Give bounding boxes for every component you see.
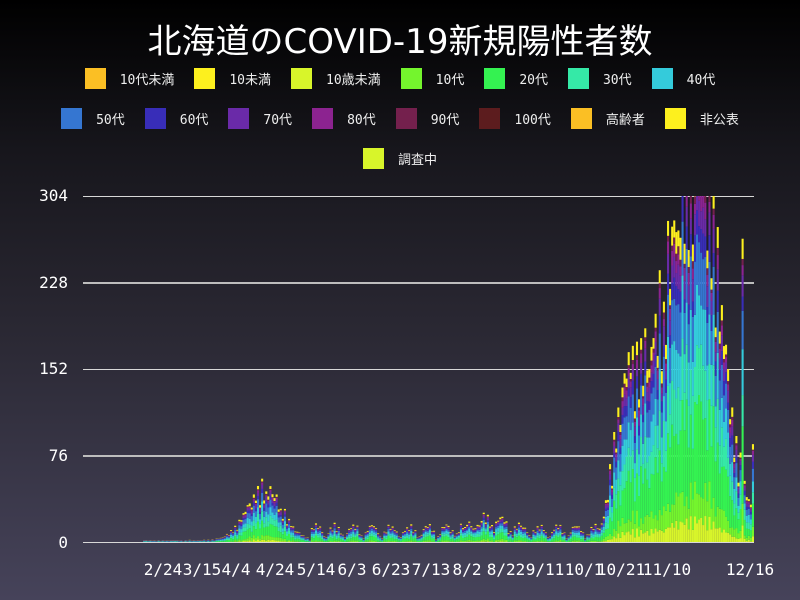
legend-item[interactable]: 70代 <box>228 108 292 129</box>
legend-label: 80代 <box>347 113 376 128</box>
x-tick-label: 12/16 <box>725 560 775 579</box>
legend-item[interactable]: 非公表 <box>664 108 739 129</box>
legend-swatch <box>362 148 384 169</box>
legend-item[interactable]: 60代 <box>144 108 209 129</box>
legend-label: 100代 <box>514 113 551 128</box>
legend-swatch <box>664 108 686 129</box>
y-tick-label: 152 <box>39 359 68 378</box>
legend-swatch <box>651 68 673 89</box>
x-tick-label: 5/14 <box>296 560 336 579</box>
legend-swatch <box>194 68 216 89</box>
x-tick-label: 7/13 <box>411 560 451 579</box>
legend-item[interactable]: 調査中 <box>362 148 437 169</box>
legend-label: 30代 <box>602 73 632 88</box>
legend-item[interactable]: 90代 <box>395 108 460 129</box>
x-tick-label: 9/11 <box>525 560 565 579</box>
legend-label: 40代 <box>686 73 716 88</box>
legend-item[interactable]: 20代 <box>484 68 548 89</box>
legend-label: 調査中 <box>397 153 437 168</box>
legend-item[interactable]: 10代 <box>400 68 465 89</box>
legend-swatch <box>400 68 422 89</box>
y-tick-label: 0 <box>58 533 68 552</box>
x-tick-label: 6/23 <box>371 560 411 579</box>
chart-title: 北海道のCOVID-19新規陽性者数 <box>147 22 653 62</box>
legend-label: 10代未満 <box>119 73 175 88</box>
legend-swatch <box>312 108 334 129</box>
x-tick-label: 8/22 <box>486 560 526 579</box>
legend-swatch <box>291 68 313 89</box>
legend-row-1: 10代未満 10未満 10歳未満 10代 20代 30代 40代 <box>0 68 800 89</box>
y-tick-label: 228 <box>39 273 68 292</box>
legend-label: 非公表 <box>699 113 739 128</box>
x-axis-baseline <box>83 542 754 543</box>
x-tick-label: 10/21 <box>596 560 646 579</box>
legend-swatch <box>567 68 589 89</box>
y-tick-label: 304 <box>39 186 68 205</box>
legend-swatch <box>61 108 83 129</box>
gridline <box>83 196 754 197</box>
x-tick-label: 3/15 <box>182 560 222 579</box>
x-tick-label: 11/10 <box>642 560 692 579</box>
legend-item[interactable]: 80代 <box>312 108 376 129</box>
legend-label: 60代 <box>179 113 209 128</box>
gridline <box>83 369 754 370</box>
stacked-bar-plot <box>143 196 754 543</box>
legend-label: 10代 <box>435 73 465 88</box>
legend-swatch <box>84 68 106 89</box>
legend-label: 高齢者 <box>605 113 645 128</box>
legend-swatch <box>228 108 250 129</box>
legend-swatch <box>395 108 417 129</box>
legend-row-2: 50代 60代 70代 80代 90代 100代 高齢者 非公表 <box>0 108 800 129</box>
legend-item[interactable]: 高齢者 <box>570 108 645 129</box>
legend-label: 10歳未満 <box>326 73 381 88</box>
x-tick-label: 2/24 <box>143 560 183 579</box>
legend-item[interactable]: 10未満 <box>194 68 271 89</box>
legend-label: 10未満 <box>229 73 272 88</box>
legend-item[interactable]: 30代 <box>567 68 632 89</box>
legend-swatch <box>484 68 506 89</box>
legend-label: 70代 <box>263 113 293 128</box>
gridline <box>83 455 754 457</box>
legend-item[interactable]: 40代 <box>651 68 716 89</box>
x-tick-label: 4/24 <box>255 560 295 579</box>
legend-swatch <box>479 108 501 129</box>
legend-row-3: 調査中 <box>0 148 800 169</box>
legend-item[interactable]: 100代 <box>479 108 551 129</box>
legend-item[interactable]: 50代 <box>61 108 125 129</box>
legend-swatch <box>144 108 166 129</box>
y-tick-label: 76 <box>48 446 68 465</box>
legend-label: 20代 <box>519 73 548 88</box>
legend-label: 50代 <box>96 113 125 128</box>
x-tick-label: 6/3 <box>337 560 367 579</box>
gridline <box>83 282 754 284</box>
legend-swatch <box>570 108 592 129</box>
x-tick-label: 4/4 <box>221 560 251 579</box>
legend-item[interactable]: 10代未満 <box>84 68 175 89</box>
x-tick-label: 8/2 <box>452 560 482 579</box>
x-tick-label: 10/1 <box>564 560 604 579</box>
legend-label: 90代 <box>430 113 460 128</box>
legend-item[interactable]: 10歳未満 <box>291 68 381 89</box>
